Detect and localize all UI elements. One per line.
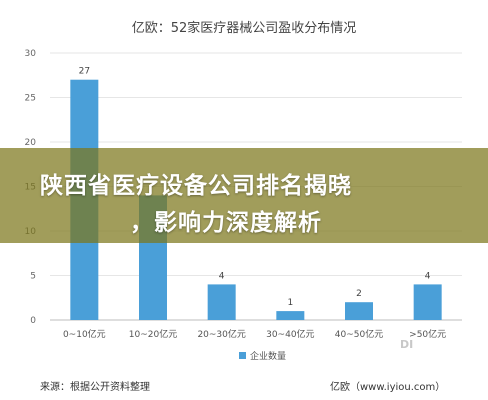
legend: 企业数量 xyxy=(239,350,286,362)
bar-value-label: 4 xyxy=(219,271,225,281)
bar-value-label: 2 xyxy=(356,289,362,299)
x-tick-label: 0~10亿元 xyxy=(63,328,106,340)
x-tick-label: 10~20亿元 xyxy=(129,328,177,340)
y-tick-label: 0 xyxy=(30,316,36,326)
data-labels: 27 4 1 2 4 xyxy=(79,67,431,308)
legend-label: 企业数量 xyxy=(250,350,286,362)
x-tick-label: 20~30亿元 xyxy=(197,328,245,340)
x-tick-label: 30~40亿元 xyxy=(266,328,314,340)
source-note: 来源：根据公开资料整理 xyxy=(40,382,150,393)
bar-value-label: 1 xyxy=(287,298,293,308)
x-tick-label: >50亿元 xyxy=(409,328,446,340)
chart-title: 亿欧：52家医疗器械公司盈收分布情况 xyxy=(132,20,357,36)
y-tick-label: 20 xyxy=(25,138,37,148)
bar xyxy=(345,302,373,320)
watermark-logo: DI xyxy=(400,338,414,351)
legend-swatch xyxy=(239,352,246,359)
title-banner xyxy=(0,148,488,243)
bar-value-label: 27 xyxy=(79,67,90,77)
x-tick-label: 40~50亿元 xyxy=(335,328,383,340)
bar-value-label: 4 xyxy=(425,271,431,281)
bar xyxy=(207,284,236,320)
bar xyxy=(276,311,305,320)
y-tick-label: 5 xyxy=(30,272,36,282)
banner-title-line-2: ，影响力深度解析 xyxy=(130,210,322,236)
x-axis: 0~10亿元 10~20亿元 20~30亿元 30~40亿元 40~50亿元 >50亿元 xyxy=(63,328,446,340)
y-tick-label: 30 xyxy=(25,49,37,59)
bar xyxy=(413,284,442,320)
y-tick-label: 25 xyxy=(25,94,36,104)
source-credit: 亿欧（www.iyiou.com） xyxy=(330,382,446,393)
banner-title-line-1: 陕西省医疗设备公司排名揭晓 xyxy=(40,173,352,199)
